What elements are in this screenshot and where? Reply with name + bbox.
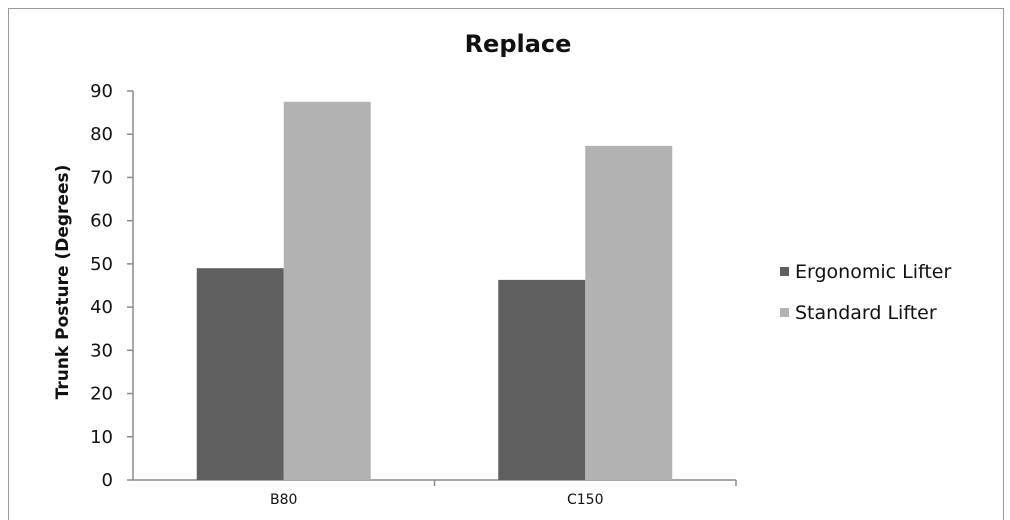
y-tick-label: 90 xyxy=(90,81,113,102)
bars-group xyxy=(196,101,673,481)
bar-ergonomic-lifter-b80 xyxy=(196,268,284,480)
legend-label: Standard Lifter xyxy=(795,302,937,324)
y-axis-label: Trunk Posture (Degrees) xyxy=(53,165,73,400)
chart-title: Replace xyxy=(465,30,572,58)
y-tick-label: 50 xyxy=(90,254,113,275)
x-axis-ticks: B80 C150 xyxy=(270,480,737,508)
legend-swatch xyxy=(780,308,789,317)
bar-standard-lifter-b80 xyxy=(283,101,371,481)
x-tick-label: B80 xyxy=(270,492,297,508)
y-tick-label: 20 xyxy=(90,384,113,405)
y-tick-label: 70 xyxy=(90,167,113,188)
bar-ergonomic-lifter-c150 xyxy=(498,279,586,480)
x-tick-label: C150 xyxy=(567,492,604,508)
legend: Ergonomic Lifter Standard Lifter xyxy=(780,261,951,324)
legend-label: Ergonomic Lifter xyxy=(795,261,951,283)
legend-swatch xyxy=(780,267,789,276)
y-tick-label: 10 xyxy=(90,427,113,448)
y-axis-ticks: 0 10 20 30 40 50 60 70 80 90 xyxy=(90,81,133,491)
y-tick-label: 30 xyxy=(90,340,113,361)
y-tick-label: 60 xyxy=(90,211,113,232)
y-tick-label: 80 xyxy=(90,124,113,145)
bar-standard-lifter-c150 xyxy=(585,145,673,481)
y-tick-label: 0 xyxy=(102,470,113,491)
y-tick-label: 40 xyxy=(90,297,113,318)
